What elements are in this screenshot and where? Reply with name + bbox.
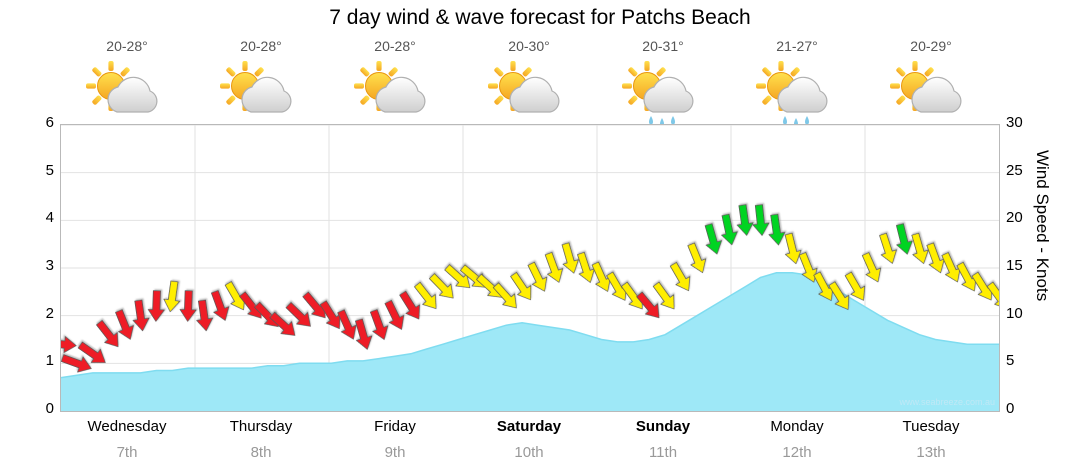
day-header-sunday: 20-31° (598, 38, 728, 127)
forecast-chart: www.seabreeze.com.au (60, 124, 1000, 412)
y-tick-right-10: 10 (1006, 304, 1023, 322)
day-header-tuesday: 20-29° (866, 38, 996, 118)
day-temp-range: 20-30° (508, 38, 550, 54)
weather-icon-container (598, 56, 728, 127)
x-label-date-4: 11th (648, 444, 678, 461)
day-header-friday: 20-28° (330, 38, 460, 118)
y-tick-left-0: 0 (45, 400, 54, 417)
x-label-day-3: Saturday (496, 418, 562, 435)
x-label-day-6: Tuesday (902, 418, 960, 435)
y-tick-right-0: 0 (1006, 400, 1015, 417)
sun-behind-cloud-icon (86, 61, 158, 113)
weather-icon-container (866, 56, 996, 118)
right-axis-title: Wind Speed - Knots (1033, 150, 1052, 302)
sun-behind-cloud-icon (354, 61, 426, 113)
x-label-day-4: Sunday (635, 418, 691, 435)
chart-canvas (61, 125, 999, 411)
day-temp-range: 20-31° (642, 38, 684, 54)
sun-behind-rain-cloud-icon (622, 61, 694, 127)
day-temp-range: 20-28° (106, 38, 148, 54)
weather-icon-container (732, 56, 862, 127)
x-label-date-3: 10th (514, 444, 544, 461)
sun-behind-rain-cloud-icon (756, 61, 828, 127)
y-tick-right-15: 15 (1006, 257, 1023, 274)
sun-behind-cloud-icon (488, 61, 560, 113)
y-tick-left-4: 4 (45, 209, 54, 227)
x-label-day-0: Wednesday (87, 418, 167, 435)
day-temp-range: 20-28° (240, 38, 282, 54)
x-label-date-5: 12th (782, 444, 812, 461)
x-label-day-1: Thursday (229, 418, 293, 435)
day-temp-range: 21-27° (776, 38, 818, 54)
watermark: www.seabreeze.com.au (899, 397, 995, 407)
y-tick-right-30: 30 (1006, 114, 1023, 131)
x-label-day-2: Friday (374, 418, 416, 435)
y-tick-right-20: 20 (1006, 209, 1023, 227)
y-tick-left-3: 3 (45, 257, 54, 274)
day-temp-range: 20-28° (374, 38, 416, 54)
y-tick-right-25: 25 (1006, 161, 1023, 179)
sun-behind-cloud-icon (890, 61, 962, 113)
sun-behind-cloud-icon (220, 61, 292, 113)
x-label-date-6: 13th (916, 444, 946, 461)
x-label-day-5: Monday (770, 418, 824, 435)
page-title: 7 day wind & wave forecast for Patchs Be… (329, 6, 751, 29)
x-label-date-2: 9th (384, 444, 406, 461)
y-tick-right-5: 5 (1006, 352, 1015, 370)
weather-icon-container (196, 56, 326, 118)
day-header-wednesday: 20-28° (62, 38, 192, 118)
weather-icon-container (330, 56, 460, 118)
day-header-thursday: 20-28° (196, 38, 326, 118)
y-tick-left-1: 1 (45, 352, 54, 370)
day-header-monday: 21-27° (732, 38, 862, 127)
day-header-saturday: 20-30° (464, 38, 594, 118)
weather-icon-container (464, 56, 594, 118)
x-label-date-1: 8th (250, 444, 272, 461)
day-temp-range: 20-29° (910, 38, 952, 54)
y-tick-left-2: 2 (45, 304, 54, 322)
x-label-date-0: 7th (116, 444, 138, 461)
y-tick-left-6: 6 (45, 114, 54, 131)
weather-icon-container (62, 56, 192, 118)
y-tick-left-5: 5 (45, 161, 54, 179)
